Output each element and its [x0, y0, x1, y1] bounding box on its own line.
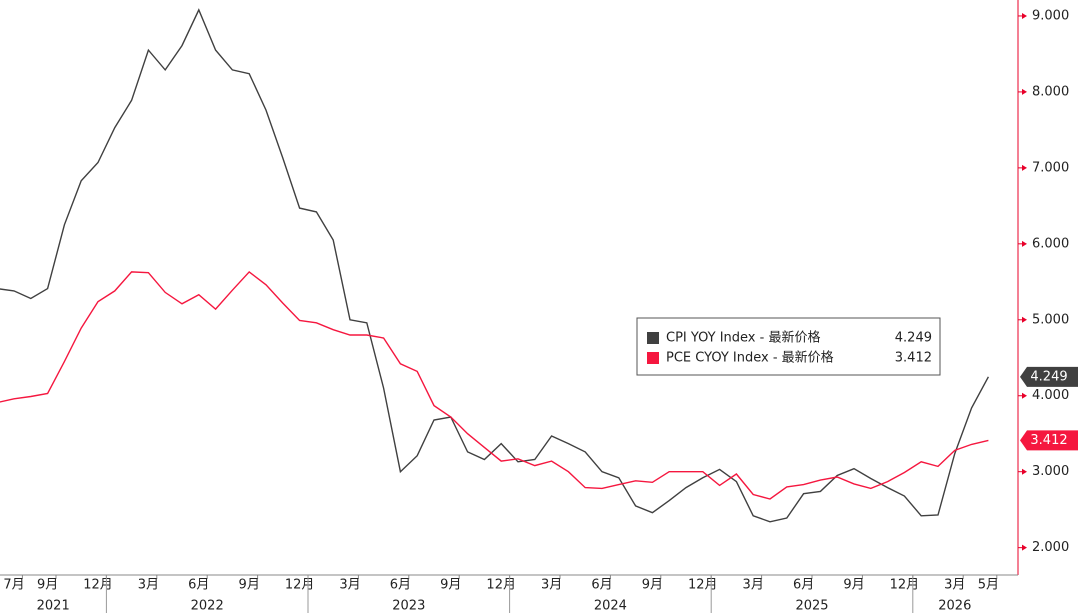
y-tick-arrow — [1022, 240, 1027, 247]
x-tick-label: 12月 — [890, 578, 920, 593]
y-tick-arrow — [1022, 164, 1027, 171]
x-tick-label: 9月 — [440, 578, 461, 593]
x-tick-label: 7月 — [3, 578, 24, 593]
y-tick-label: 3.000 — [1032, 464, 1069, 479]
x-tick-label: 3月 — [743, 578, 764, 593]
last-value-label: 3.412 — [1030, 433, 1067, 448]
x-tick-label: 9月 — [843, 578, 864, 593]
y-tick-label: 8.000 — [1032, 84, 1069, 99]
last-value-label: 4.249 — [1030, 369, 1067, 384]
legend-swatch — [647, 352, 659, 364]
y-tick-label: 5.000 — [1032, 312, 1069, 327]
y-tick-arrow — [1022, 468, 1027, 475]
year-label: 2022 — [191, 599, 224, 613]
legend-label: CPI YOY Index - 最新价格 — [666, 330, 820, 346]
year-label: 2021 — [37, 599, 70, 613]
legend-swatch — [647, 332, 659, 344]
y-tick-label: 9.000 — [1032, 8, 1069, 23]
last-value-tag — [1020, 366, 1078, 387]
y-tick-label: 2.000 — [1032, 540, 1069, 555]
y-tick-label: 6.000 — [1032, 236, 1069, 251]
x-tick-label: 6月 — [188, 578, 209, 593]
year-label: 2023 — [392, 599, 425, 613]
x-tick-label: 3月 — [944, 578, 965, 593]
y-tick-arrow — [1022, 316, 1027, 323]
x-tick-label: 6月 — [793, 578, 814, 593]
year-label: 2025 — [795, 599, 828, 613]
x-tick-label: 12月 — [486, 578, 516, 593]
x-tick-label: 9月 — [642, 578, 663, 593]
legend-value: 4.249 — [895, 331, 932, 346]
y-tick-arrow — [1022, 392, 1027, 399]
year-label: 2024 — [594, 599, 627, 613]
series-line — [0, 8, 990, 523]
y-tick-label: 7.000 — [1032, 160, 1069, 175]
legend: CPI YOY Index - 最新价格 4.249 PCE CYOY Index … — [636, 317, 941, 376]
y-tick-label: 4.000 — [1032, 388, 1069, 403]
y-tick-arrow — [1022, 544, 1027, 551]
x-tick-label: 12月 — [688, 578, 718, 593]
x-tick-label: 12月 — [83, 578, 113, 593]
x-tick-label: 6月 — [591, 578, 612, 593]
x-tick-label: 6月 — [390, 578, 411, 593]
last-value-tag — [1020, 430, 1078, 451]
legend-value: 3.412 — [895, 351, 932, 366]
x-tick-label: 5月 — [978, 578, 999, 593]
y-tick-arrow — [1022, 88, 1027, 95]
year-label: 2026 — [938, 599, 971, 613]
x-tick-label: 12月 — [285, 578, 315, 593]
x-tick-label: 9月 — [239, 578, 260, 593]
x-tick-label: 3月 — [339, 578, 360, 593]
y-tick-arrow — [1022, 12, 1027, 19]
x-tick-label: 3月 — [541, 578, 562, 593]
legend-box — [636, 317, 941, 376]
series-line — [0, 270, 989, 500]
x-tick-label: 9月 — [37, 578, 58, 593]
x-tick-label: 3月 — [138, 578, 159, 593]
legend-label: PCE CYOY Index - 最新价格 — [666, 350, 834, 366]
